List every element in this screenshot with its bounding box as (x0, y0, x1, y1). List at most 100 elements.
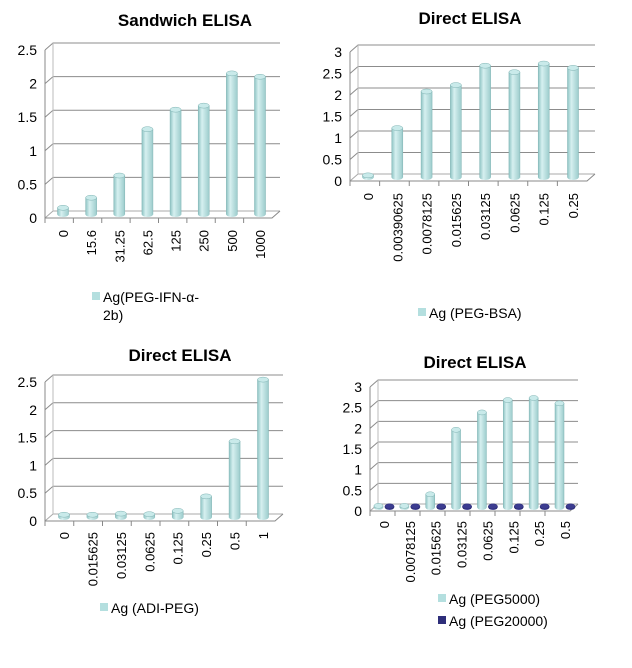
x-tick-label: 0.015625 (449, 193, 464, 247)
x-axis (45, 513, 284, 522)
bar-base (391, 175, 403, 180)
bar-base (57, 212, 69, 217)
gridline (44, 76, 280, 84)
y-tick-label: 1 (334, 130, 342, 146)
bar-top (565, 503, 576, 510)
bar-base (170, 212, 182, 217)
bar-top (503, 397, 513, 403)
gridline (349, 44, 595, 53)
bar-base (450, 175, 462, 180)
bar-base (503, 505, 513, 510)
bar-base (198, 212, 210, 217)
x-tick-label: 0.0625 (507, 193, 522, 233)
gridline (44, 430, 283, 438)
x-tick-label: 0.00390625 (390, 193, 405, 262)
legend-label: Ag (PEG-BSA) (429, 305, 522, 321)
bar-base (229, 515, 241, 520)
y-tick-label: 0.5 (18, 176, 38, 192)
x-tick-label: 0.0625 (142, 532, 157, 572)
bar-top (226, 70, 238, 77)
gridline (349, 152, 595, 160)
chart-2: Direct ELISA 0 0.5 1 1.5 2 2.5 3 0 0.00390625 0.00… (323, 9, 596, 321)
bar-base (226, 212, 238, 217)
y-tick-label: 3 (354, 379, 362, 395)
gridline (44, 374, 283, 383)
gridline (369, 400, 578, 409)
y-tick-label: 0.5 (323, 152, 343, 168)
y-tick-label: 2.5 (323, 66, 343, 82)
bar-top (479, 62, 491, 69)
y-tick-label: 2.5 (18, 42, 38, 58)
gridline (369, 462, 578, 471)
x-tick-label: 125 (169, 230, 184, 252)
chart-title: Direct ELISA (129, 346, 232, 365)
y-tick-label: 2 (334, 87, 342, 103)
legend-swatch (418, 308, 426, 316)
x-tick-label: 0.0078125 (403, 521, 418, 582)
bar-base (172, 515, 184, 520)
y-tick-label: 0.5 (343, 482, 363, 498)
bar-top (384, 503, 395, 510)
legend-swatch (438, 594, 446, 602)
bar-top (451, 427, 461, 433)
y-tick-label: 0 (29, 210, 37, 226)
bar-base (200, 515, 212, 520)
y-tick-label: 2 (354, 420, 362, 436)
legend-label: Ag (PEG5000) (449, 591, 540, 607)
bar-top (539, 503, 550, 510)
bar (391, 127, 404, 178)
y-tick-label: 2.5 (343, 400, 363, 416)
bar-top (391, 125, 404, 131)
bar (200, 496, 212, 518)
y-tick-label: 0 (354, 503, 362, 519)
bar-top (257, 376, 269, 383)
bar-base (529, 505, 539, 510)
bar (228, 441, 241, 518)
bar (169, 109, 182, 215)
gridline (369, 420, 578, 429)
bar (226, 73, 238, 215)
bar-top (373, 503, 384, 509)
x-tick-label: 0 (57, 532, 72, 539)
y-tick-label: 1 (29, 143, 37, 159)
bar (477, 412, 487, 508)
x-tick-label: 0.125 (506, 521, 521, 554)
chart-3: Direct ELISA 0 0.5 1 1.5 2 2.5 0 0.015625 0.03125… (18, 346, 284, 616)
x-tick-label: 0 (56, 230, 71, 237)
y-tick-label: 1.5 (18, 430, 38, 446)
gridline (44, 485, 283, 494)
y-tick-label: 1 (29, 457, 37, 473)
bar-top (554, 400, 565, 407)
bar-top (567, 65, 579, 71)
x-axis (370, 503, 579, 512)
x-tick-label: 0.03125 (455, 521, 470, 568)
x-tick-label: 0.03125 (478, 193, 493, 240)
bar-top (425, 491, 435, 498)
bar-top (57, 205, 69, 211)
chart-1: Sandwich ELISA 0 0.5 1 1.5 2 2.5 0 15.6 31.25 62.5… (18, 11, 281, 323)
bar-base (141, 212, 153, 217)
bar-base (85, 212, 97, 217)
bar-top (86, 511, 99, 518)
bar (537, 63, 550, 178)
bar-top (410, 503, 421, 510)
gridline (44, 42, 280, 51)
x-tick-label: 0.5 (558, 521, 573, 539)
bar-base (567, 175, 579, 180)
bar (451, 429, 461, 508)
legend-label: Ag (ADI-PEG) (111, 600, 199, 616)
bar (113, 175, 126, 215)
x-tick-label: 0.25 (532, 521, 547, 546)
bar (567, 67, 579, 178)
bar (420, 91, 433, 178)
bar-top (420, 88, 433, 95)
bar (197, 105, 210, 215)
bar-top (254, 73, 266, 80)
bar-top (58, 511, 70, 518)
bar (508, 71, 521, 178)
gridline (349, 87, 595, 96)
bar-top (399, 503, 410, 509)
x-axis (350, 173, 596, 182)
bar-top (477, 409, 487, 416)
